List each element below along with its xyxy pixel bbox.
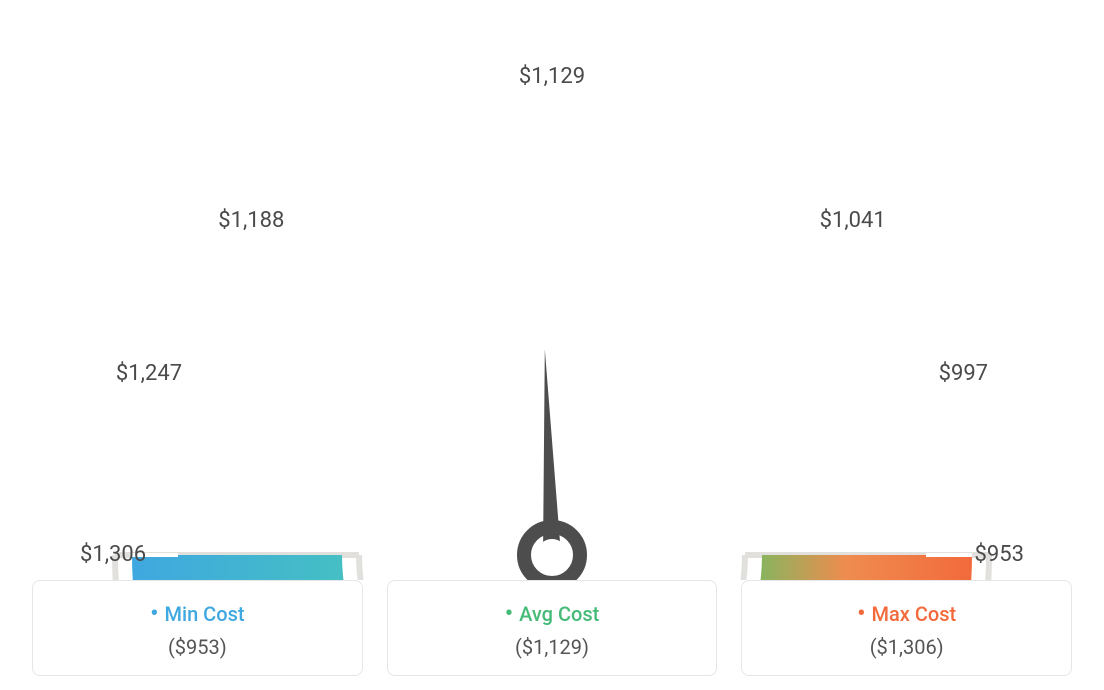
legend-max-value: ($1,306) — [752, 635, 1061, 659]
legend-avg-label: Avg Cost — [398, 599, 707, 627]
gauge: $953 $997 $1,041 $1,129 $1,188 $1,247 $1,306 — [22, 20, 1082, 580]
svg-text:$1,129: $1,129 — [519, 64, 585, 89]
legend-min-card: Min Cost ($953) — [32, 580, 363, 676]
svg-text:$1,247: $1,247 — [116, 361, 182, 386]
chart-container: $953 $997 $1,041 $1,129 $1,188 $1,247 $1,306 M… — [0, 0, 1104, 690]
svg-text:$953: $953 — [975, 542, 1024, 567]
legend-max-label: Max Cost — [752, 599, 1061, 627]
svg-text:$1,306: $1,306 — [80, 542, 146, 567]
legend-avg-card: Avg Cost ($1,129) — [387, 580, 718, 676]
legend-avg-value: ($1,129) — [398, 635, 707, 659]
svg-text:$1,041: $1,041 — [820, 208, 886, 233]
legend-min-label: Min Cost — [43, 599, 352, 627]
legend-max-card: Max Cost ($1,306) — [741, 580, 1072, 676]
legend-row: Min Cost ($953) Avg Cost ($1,129) Max Co… — [32, 580, 1072, 676]
svg-text:$997: $997 — [939, 361, 988, 386]
legend-min-value: ($953) — [43, 635, 352, 659]
svg-text:$1,188: $1,188 — [218, 208, 284, 233]
